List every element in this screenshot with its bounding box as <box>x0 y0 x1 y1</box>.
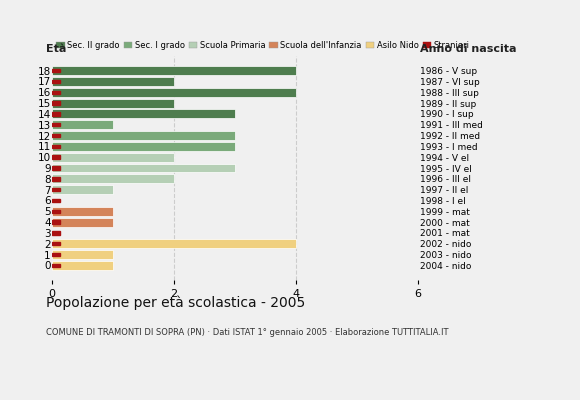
Bar <box>52 156 60 159</box>
Bar <box>52 90 60 94</box>
Bar <box>52 199 60 202</box>
Bar <box>52 120 113 129</box>
Bar <box>52 80 60 83</box>
Bar <box>52 231 60 235</box>
Bar <box>52 112 60 116</box>
Bar <box>52 250 113 259</box>
Bar <box>52 207 113 216</box>
Bar <box>52 261 113 270</box>
Text: Età: Età <box>46 44 67 54</box>
Bar <box>52 188 60 191</box>
Legend: Sec. II grado, Sec. I grado, Scuola Primaria, Scuola dell'Infanzia, Asilo Nido, : Sec. II grado, Sec. I grado, Scuola Prim… <box>56 40 470 50</box>
Bar <box>52 66 296 75</box>
Text: COMUNE DI TRAMONTI DI SOPRA (PN) · Dati ISTAT 1° gennaio 2005 · Elaborazione TUT: COMUNE DI TRAMONTI DI SOPRA (PN) · Dati … <box>46 328 449 337</box>
Bar <box>52 239 296 248</box>
Bar <box>52 145 60 148</box>
Bar <box>52 177 60 180</box>
Bar <box>52 101 60 105</box>
Bar <box>52 220 60 224</box>
Bar <box>52 253 60 256</box>
Bar <box>52 264 60 267</box>
Bar <box>52 88 296 97</box>
Bar <box>52 166 60 170</box>
Bar <box>52 142 235 151</box>
Bar <box>52 99 174 108</box>
Bar <box>52 242 60 246</box>
Bar <box>52 134 60 137</box>
Bar <box>52 210 60 213</box>
Bar <box>52 218 113 226</box>
Bar <box>52 174 174 183</box>
Bar <box>52 185 113 194</box>
Bar <box>52 77 174 86</box>
Bar <box>52 164 235 172</box>
Bar <box>52 131 235 140</box>
Text: Popolazione per età scolastica - 2005: Popolazione per età scolastica - 2005 <box>46 296 306 310</box>
Bar <box>52 69 60 72</box>
Bar <box>52 110 235 118</box>
Bar <box>52 153 174 162</box>
Text: Anno di nascita: Anno di nascita <box>420 44 517 54</box>
Bar <box>52 123 60 126</box>
